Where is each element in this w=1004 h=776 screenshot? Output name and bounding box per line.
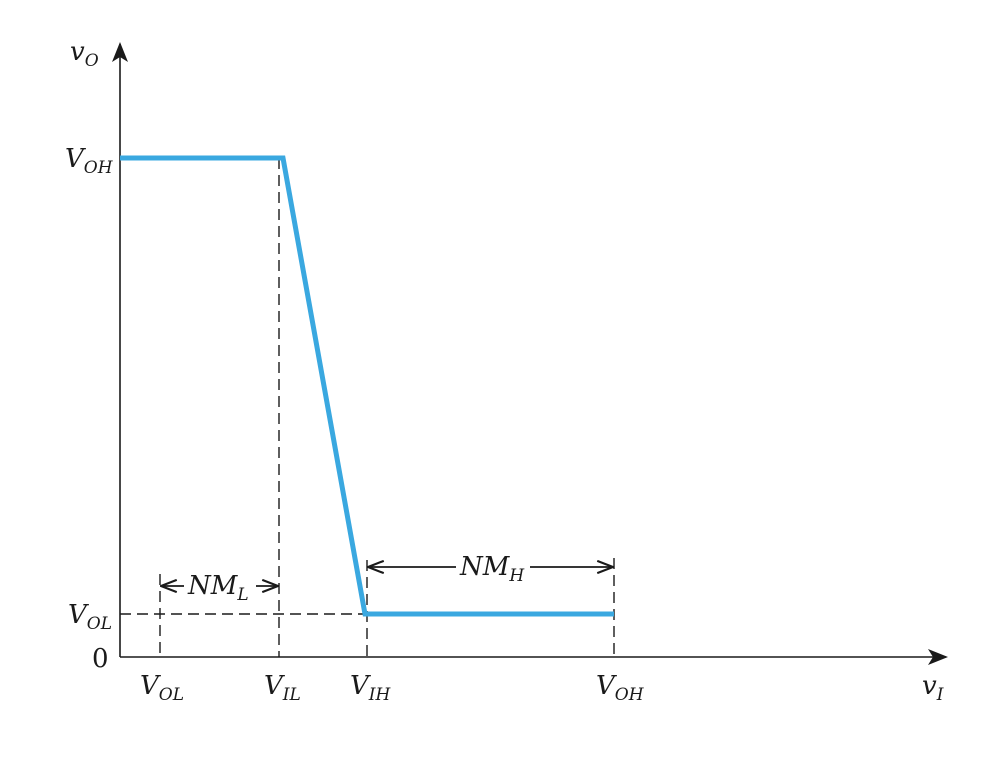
x-axis-label: vI bbox=[922, 671, 944, 705]
x-tick-voh: VOH bbox=[596, 671, 645, 705]
y-tick-voh: VOH bbox=[65, 144, 114, 178]
y-tick-vol: VOL bbox=[68, 600, 112, 634]
nmh-label: NMH bbox=[459, 552, 525, 586]
x-tick-vil: VIL bbox=[264, 671, 301, 705]
x-tick-vol: VOL bbox=[140, 671, 184, 705]
transfer-curve bbox=[120, 155, 614, 617]
origin-label: 0 bbox=[92, 644, 109, 674]
nml-label-mask bbox=[184, 570, 256, 604]
y-axis-label: vO bbox=[70, 37, 99, 71]
nmh-label-mask bbox=[456, 550, 530, 584]
nml-label: NML bbox=[187, 571, 249, 605]
x-tick-vih: VIH bbox=[350, 671, 391, 705]
